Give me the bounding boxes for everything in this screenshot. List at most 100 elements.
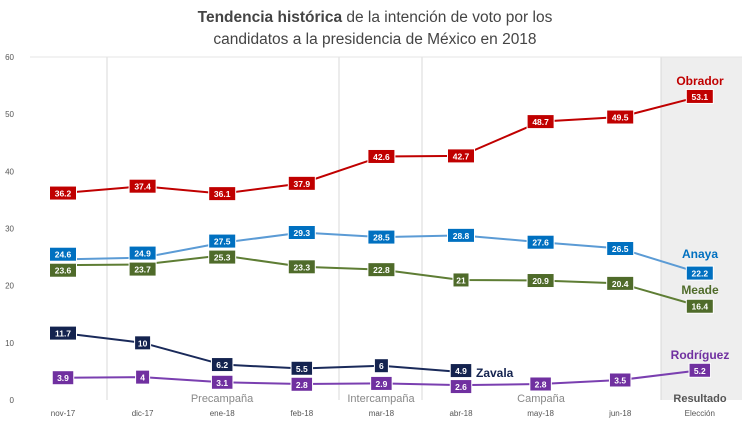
data-label: 23.7 — [134, 265, 151, 275]
data-marker — [290, 360, 314, 376]
data-marker — [447, 227, 475, 243]
data-marker — [606, 241, 635, 257]
data-label: 20.4 — [612, 279, 629, 289]
data-label: 10 — [138, 338, 148, 348]
data-marker — [526, 114, 555, 130]
data-marker — [367, 148, 396, 164]
data-marker — [287, 225, 316, 241]
x-tick-label: abr-18 — [449, 409, 473, 418]
data-label: 53.1 — [692, 92, 709, 102]
series-name-label: Anaya — [682, 247, 718, 261]
data-label: 16.4 — [692, 302, 709, 312]
data-label: 3.5 — [614, 375, 626, 385]
data-marker — [287, 175, 316, 191]
data-label: 22.8 — [373, 265, 390, 275]
data-marker — [208, 233, 237, 249]
data-label: 6 — [379, 361, 384, 371]
data-label: 20.9 — [532, 276, 549, 286]
data-marker — [208, 249, 237, 265]
data-marker — [526, 234, 555, 250]
data-marker — [208, 186, 237, 202]
x-tick-label: jun-18 — [608, 409, 632, 418]
data-marker — [452, 272, 470, 288]
phase-label: Campaña — [517, 393, 566, 405]
data-label: 2.8 — [296, 380, 308, 390]
data-marker — [529, 376, 552, 392]
series-line-zavala — [62, 332, 462, 373]
data-label: 29.3 — [294, 228, 311, 238]
data-label: 28.8 — [453, 231, 470, 241]
x-tick-label: may-18 — [527, 409, 554, 418]
data-marker — [210, 374, 234, 390]
data-marker — [449, 363, 473, 379]
y-tick-label: 30 — [5, 225, 14, 234]
data-marker — [449, 379, 473, 395]
x-tick-label: ene-18 — [210, 409, 235, 418]
data-label: 28.5 — [373, 233, 390, 243]
data-marker — [526, 273, 555, 289]
y-tick-label: 10 — [5, 339, 14, 348]
data-label: 24.9 — [134, 249, 151, 259]
data-marker — [367, 262, 396, 278]
data-label: 24.6 — [55, 250, 72, 260]
data-marker — [49, 185, 77, 201]
data-marker — [367, 229, 396, 245]
series-name-label: Rodríguez — [671, 348, 730, 362]
y-tick-label: 20 — [5, 282, 14, 291]
phase-label: Intercampaña — [347, 393, 415, 405]
data-marker — [685, 88, 714, 104]
data-marker — [49, 325, 77, 341]
data-marker — [685, 265, 714, 281]
data-marker — [49, 246, 77, 262]
data-marker — [290, 376, 314, 392]
phase-label: Resultado — [673, 393, 726, 405]
x-tick-label: Elección — [685, 409, 715, 418]
data-marker — [606, 275, 635, 291]
phase-label: Precampaña — [191, 393, 254, 405]
chart-title: Tendencia histórica de la intención de v… — [0, 7, 750, 51]
series-name-label: Meade — [681, 283, 719, 297]
data-marker — [128, 245, 157, 261]
series-line-obrador — [62, 95, 701, 195]
data-marker — [370, 375, 393, 391]
data-marker — [128, 261, 157, 277]
x-tick-label: mar-18 — [369, 409, 395, 418]
data-marker — [447, 148, 475, 164]
data-label: 23.6 — [55, 266, 72, 276]
data-label: 2.9 — [375, 379, 387, 389]
data-label: 11.7 — [55, 329, 71, 339]
data-marker — [134, 335, 152, 351]
data-label: 36.1 — [214, 189, 231, 199]
data-marker — [606, 109, 635, 125]
data-label: 6.2 — [216, 360, 228, 370]
data-label: 3.9 — [57, 373, 69, 383]
data-label: 5.2 — [694, 366, 706, 376]
title-bold: Tendencia histórica — [197, 9, 343, 26]
y-tick-label: 60 — [5, 53, 14, 62]
data-marker — [287, 259, 316, 275]
data-label: 21 — [456, 275, 466, 285]
data-label: 5.5 — [296, 364, 308, 374]
data-label: 3.1 — [216, 378, 228, 388]
data-marker — [128, 178, 157, 194]
data-label: 4.9 — [455, 366, 467, 376]
data-label: 22.2 — [692, 269, 709, 279]
data-marker — [135, 369, 151, 385]
title-line2: candidatos a la presidencia de México en… — [213, 31, 537, 48]
data-label: 42.6 — [373, 152, 390, 162]
data-label: 49.5 — [612, 113, 629, 123]
data-label: 4 — [140, 373, 145, 383]
data-label: 48.7 — [532, 117, 549, 127]
result-region — [661, 57, 742, 400]
x-tick-label: nov-17 — [51, 409, 76, 418]
data-label: 37.9 — [294, 179, 311, 189]
data-label: 42.7 — [453, 151, 470, 161]
data-label: 2.8 — [535, 379, 547, 389]
data-marker — [49, 262, 77, 278]
data-label: 37.4 — [134, 182, 151, 192]
y-tick-label: 50 — [5, 110, 14, 119]
data-marker — [51, 370, 75, 386]
data-marker — [608, 372, 632, 388]
